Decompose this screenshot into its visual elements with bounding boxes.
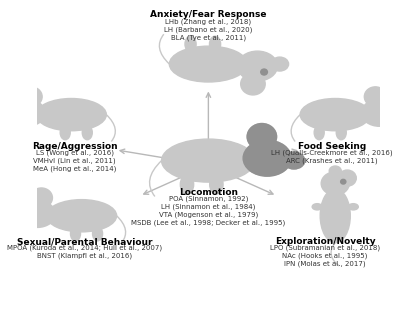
Ellipse shape [60,125,70,140]
Text: NAc (Hooks et al., 1995): NAc (Hooks et al., 1995) [282,253,368,259]
Ellipse shape [283,152,305,169]
Text: LS (Wong et al., 2016): LS (Wong et al., 2016) [36,150,114,156]
Ellipse shape [210,175,223,194]
Circle shape [338,170,356,186]
Ellipse shape [271,57,289,71]
Ellipse shape [237,51,278,81]
Text: POA (Sinnamon, 1992): POA (Sinnamon, 1992) [169,196,248,202]
Ellipse shape [162,139,255,182]
Text: IPN (Molas et al., 2017): IPN (Molas et al., 2017) [284,261,366,267]
Circle shape [247,124,276,150]
Ellipse shape [283,152,305,169]
Ellipse shape [336,125,346,140]
Circle shape [247,124,276,150]
Ellipse shape [36,99,106,131]
Ellipse shape [82,125,92,140]
Ellipse shape [92,227,102,241]
Text: Locomotion: Locomotion [179,188,238,197]
Circle shape [382,105,388,110]
Ellipse shape [321,172,349,195]
Text: MSDB (Lee et al., 1998; Decker et al., 1995): MSDB (Lee et al., 1998; Decker et al., 1… [131,220,286,226]
Text: Food Seeking: Food Seeking [298,142,366,151]
Ellipse shape [9,100,45,126]
Text: LH (Barbano et al., 2020): LH (Barbano et al., 2020) [164,27,252,33]
Ellipse shape [9,209,25,222]
Text: LH (Sinnamon et al., 1984): LH (Sinnamon et al., 1984) [161,204,256,210]
Text: LHb (Zhang et al., 2018): LHb (Zhang et al., 2018) [165,19,252,25]
Circle shape [341,179,346,184]
Ellipse shape [348,204,358,210]
Ellipse shape [312,204,322,210]
Ellipse shape [169,46,247,82]
Text: Rage/Aggression: Rage/Aggression [32,142,118,151]
Ellipse shape [243,140,291,176]
Circle shape [30,188,52,208]
Text: BLA (Tye et al., 2011): BLA (Tye et al., 2011) [171,35,246,41]
Text: LH (Qualls-Creekmore et al., 2016): LH (Qualls-Creekmore et al., 2016) [271,150,393,156]
Ellipse shape [314,125,324,140]
Ellipse shape [185,36,196,52]
Circle shape [271,148,279,155]
Ellipse shape [300,99,370,131]
Circle shape [261,69,268,75]
Circle shape [28,206,34,211]
Text: LPO (Subramanian et al., 2018): LPO (Subramanian et al., 2018) [270,245,380,251]
Text: Anxiety/Fear Response: Anxiety/Fear Response [150,10,267,19]
Text: VMHvl (Lin et al., 2011): VMHvl (Lin et al., 2011) [33,158,116,164]
Ellipse shape [46,200,117,232]
Text: ARC (Krashes et al., 2011): ARC (Krashes et al., 2011) [286,158,378,164]
Ellipse shape [391,108,400,121]
Text: VTA (Mogenson et al., 1979): VTA (Mogenson et al., 1979) [159,212,258,218]
Ellipse shape [70,227,80,241]
Text: MeA (Hong et al., 2014): MeA (Hong et al., 2014) [33,166,116,172]
Text: MPOA (Kuroda et al., 2014; Hull et al., 2007): MPOA (Kuroda et al., 2014; Hull et al., … [7,245,162,251]
Text: Exploration/Novelty: Exploration/Novelty [275,237,375,246]
Circle shape [18,105,24,110]
Ellipse shape [243,140,291,176]
Circle shape [20,87,42,107]
Ellipse shape [180,175,194,194]
Ellipse shape [320,189,350,243]
Circle shape [241,73,265,95]
Text: BNST (Klampfl et al., 2016): BNST (Klampfl et al., 2016) [37,253,132,259]
Ellipse shape [0,108,15,121]
Ellipse shape [210,36,221,52]
Text: Sexual/Parental Behaviour: Sexual/Parental Behaviour [17,237,153,246]
Circle shape [364,87,386,107]
Ellipse shape [19,201,56,227]
Ellipse shape [329,166,341,176]
Ellipse shape [361,100,398,126]
